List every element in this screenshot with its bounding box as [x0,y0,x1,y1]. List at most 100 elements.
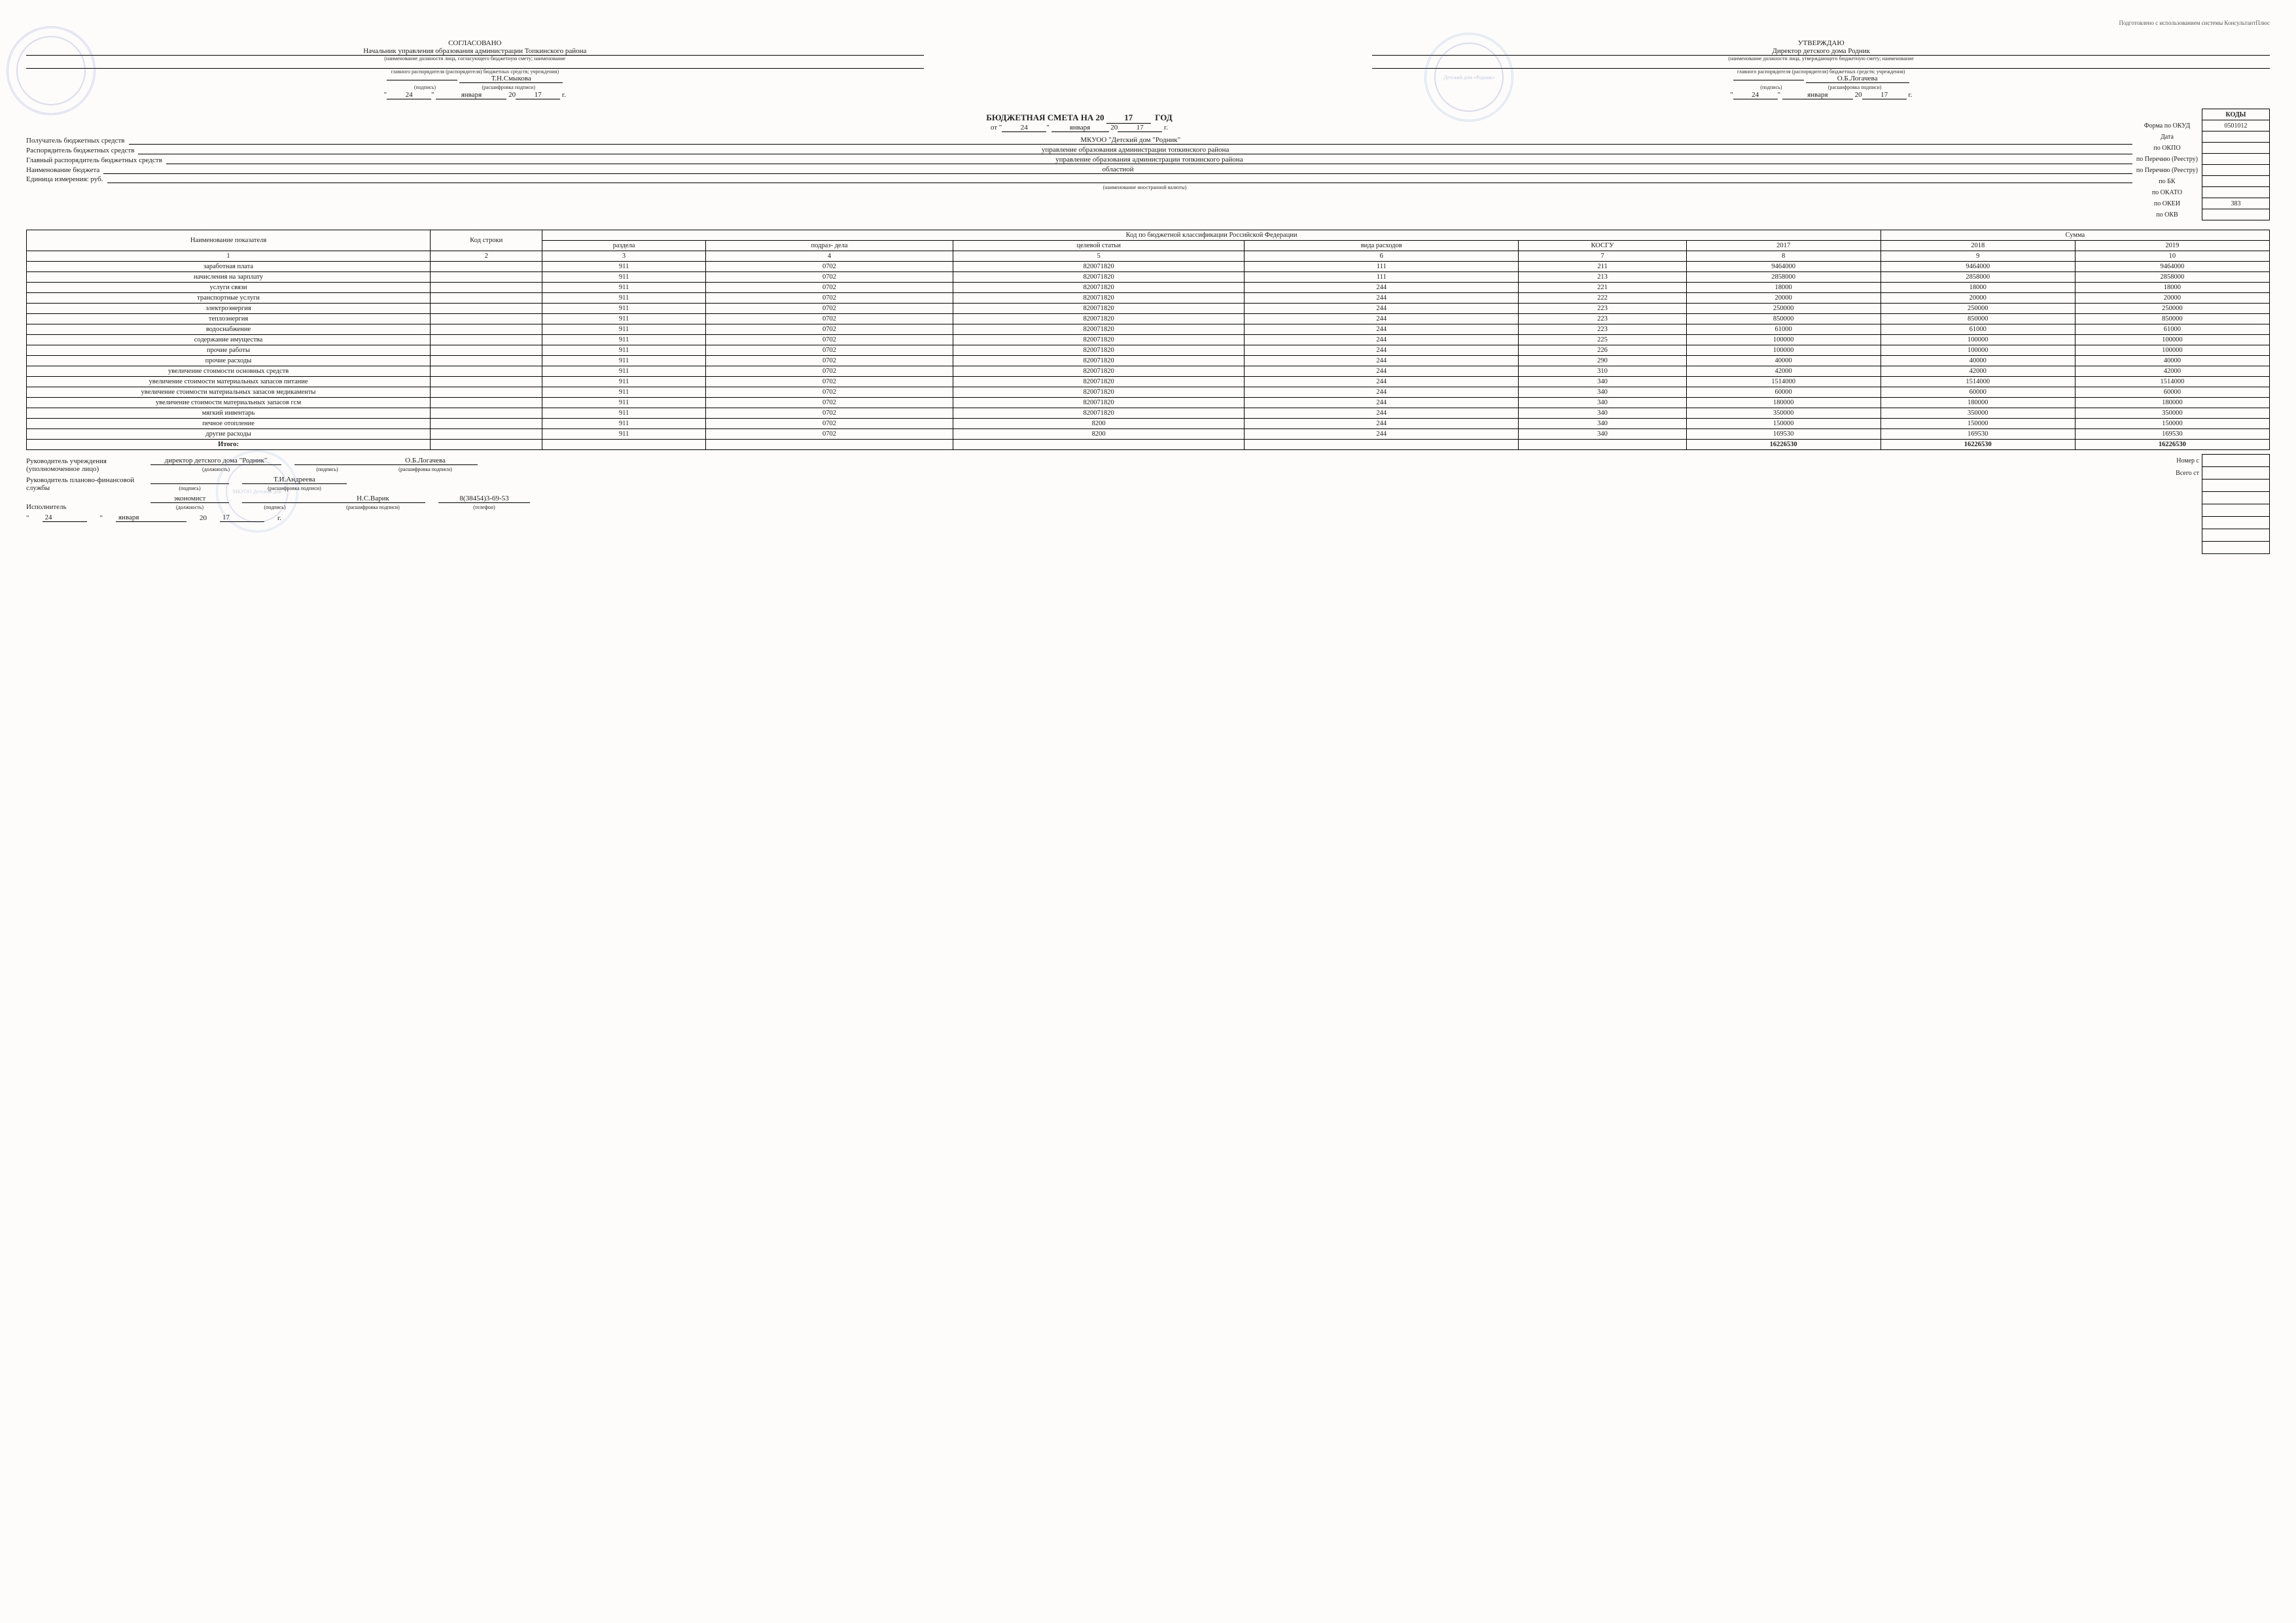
table-cell: 0702 [705,398,953,408]
code-label: по ОКЕИ [2132,198,2202,209]
table-cell [431,304,542,314]
position-line: Директор детского дома Родник [1372,47,2270,56]
table-cell: 40000 [1881,356,2075,366]
blank-line [26,61,924,69]
table-cell: 16226530 [2075,440,2269,450]
footer-block: Номер сВсего ст Руководитель учреждения … [26,457,2270,554]
code-label: Форма по ОКУД [2132,120,2202,131]
day: 24 [1733,91,1778,99]
side-empty [2202,529,2270,542]
table-cell: 244 [1245,324,1519,335]
table-cell: 911 [542,356,705,366]
table-cell: 0702 [705,356,953,366]
org-caption: главного распорядителя (распорядителя) б… [1372,69,2270,75]
table-cell: 820071820 [953,398,1245,408]
table-cell: 60000 [1881,387,2075,398]
table-cell: 820071820 [953,377,1245,387]
table-cell: увеличение стоимости материальных запасо… [27,377,431,387]
table-cell: 820071820 [953,345,1245,356]
yp: 20 [508,91,516,99]
th-num: 9 [1881,251,2075,262]
table-cell: 111 [1245,262,1519,272]
approval-left: СОГЛАСОВАНО Начальник управления образов… [26,39,924,99]
table-cell: 150000 [1686,419,1881,429]
table-cell: электроэнергия [27,304,431,314]
table-cell: 911 [542,408,705,419]
code-value: 383 [2202,198,2270,209]
side-value [2202,467,2270,480]
position-caption: (наименование должности лица, утверждающ… [1372,56,2270,61]
table-cell: 290 [1519,356,1686,366]
table-cell: 150000 [1881,419,2075,429]
table-cell: 169530 [1881,429,2075,440]
th-num: 10 [2075,251,2269,262]
table-cell: 61000 [1881,324,2075,335]
table-cell: прочие расходы [27,356,431,366]
position-caption: (наименование должности лица, согласующе… [26,56,924,61]
code-label: по Перечню (Реестру) [2132,165,2202,176]
table-cell: 169530 [1686,429,1881,440]
table-cell: 9464000 [2075,262,2269,272]
table-cell: водоснабжение [27,324,431,335]
table-cell: 911 [542,366,705,377]
table-cell: 820071820 [953,283,1245,293]
table-row: электроэнергия91107028200718202442232500… [27,304,2270,314]
table-cell [431,345,542,356]
table-cell: 820071820 [953,304,1245,314]
info-value: областной [103,166,2132,174]
table-cell: 1514000 [1686,377,1881,387]
side-label: Номер с [2136,455,2202,467]
table-cell: 820071820 [953,324,1245,335]
th-num: 5 [953,251,1245,262]
table-cell [431,356,542,366]
ys: г. [1908,91,1912,99]
table-cell: 8200 [953,419,1245,429]
table-cell: 211 [1519,262,1686,272]
table-cell: 911 [542,314,705,324]
table-cell [542,440,705,450]
table-cell: 223 [1519,324,1686,335]
yy: 17 [1862,91,1907,99]
currency-caption: (наименование иностранной валюты) [157,184,2270,190]
table-cell: 180000 [2075,398,2269,408]
sig-row: О.Б.Логачева [1372,75,2270,83]
table-cell: 850000 [2075,314,2269,324]
table-row: увеличение стоимости основных средств911… [27,366,2270,377]
table-cell: 18000 [1686,283,1881,293]
side-empty [2202,517,2270,529]
side-empty [2202,542,2270,554]
table-cell [431,324,542,335]
table-cell: 0702 [705,304,953,314]
table-cell: 911 [542,387,705,398]
table-cell [431,440,542,450]
table-cell: 350000 [2075,408,2269,419]
code-label: по ОКПО [2132,143,2202,154]
th-sub: 2019 [2075,241,2269,251]
code-value [2202,165,2270,176]
code-value [2202,154,2270,165]
table-cell: 244 [1245,429,1519,440]
table-cell: 169530 [2075,429,2269,440]
table-cell [431,377,542,387]
main-table: Наименование показателя Код строки Код п… [26,230,2270,450]
table-cell [431,419,542,429]
codes-box: КОДЫ Форма по ОКУД0501012Датапо ОКПОпо П… [2132,109,2270,220]
table-cell: содержание имущества [27,335,431,345]
table-cell [431,293,542,304]
table-cell: 40000 [2075,356,2269,366]
table-row: заработная плата911070282007182011121194… [27,262,2270,272]
table-cell: 40000 [1686,356,1881,366]
table-cell: 244 [1245,398,1519,408]
table-cell: 820071820 [953,262,1245,272]
side-box: Номер сВсего ст [2136,454,2270,554]
table-cell: 244 [1245,387,1519,398]
sig-caps: (подпись) (расшифровка подписи) [26,83,924,91]
exec-label: Исполнитель [26,503,137,511]
table-row: увеличение стоимости материальных запасо… [27,398,2270,408]
table-cell: 911 [542,398,705,408]
code-label: по Перечню (Реестру) [2132,154,2202,165]
name: О.Б.Логачева [1806,75,1909,83]
name-cap: (расшифровка подписи) [459,84,557,90]
table-cell: 911 [542,262,705,272]
table-cell: 850000 [1881,314,2075,324]
